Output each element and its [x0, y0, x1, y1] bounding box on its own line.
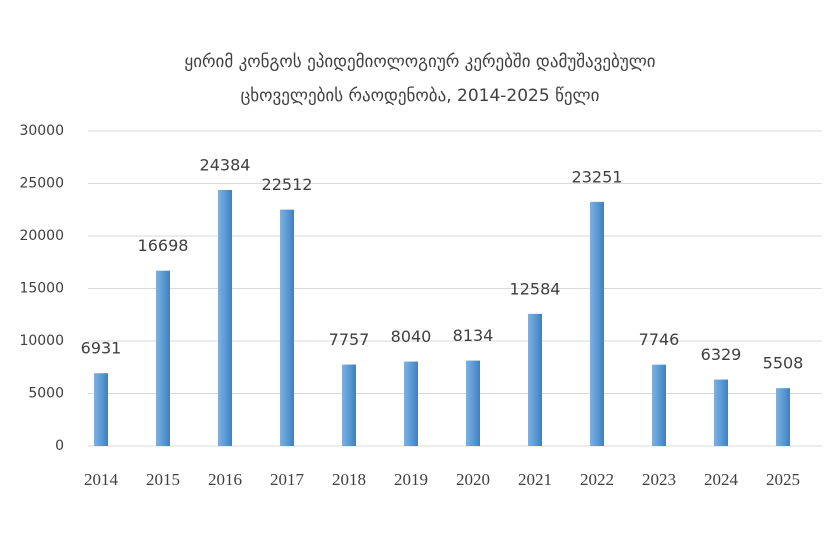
- value-label: 6329: [701, 345, 742, 364]
- bar: [156, 270, 170, 446]
- value-label: 12584: [510, 279, 561, 298]
- y-tick-label: 10000: [19, 333, 64, 349]
- value-label: 23251: [572, 167, 623, 186]
- bar: [528, 313, 542, 446]
- x-tick-label: 2022: [580, 470, 614, 489]
- x-tick-label: 2018: [332, 470, 366, 489]
- value-label: 6931: [81, 339, 122, 358]
- bar: [714, 379, 728, 446]
- y-tick-label: 25000: [19, 176, 64, 192]
- bar: [404, 361, 418, 446]
- bar: [652, 364, 666, 446]
- y-tick-label: 0: [55, 438, 64, 454]
- value-label: 16698: [138, 236, 189, 255]
- bar: [590, 201, 604, 446]
- value-label: 8134: [453, 326, 494, 345]
- x-tick-label: 2017: [270, 470, 305, 489]
- bar: [280, 209, 294, 446]
- value-label: 8040: [391, 327, 432, 346]
- value-label: 7746: [639, 330, 680, 349]
- y-tick-label: 15000: [19, 281, 64, 297]
- bar: [218, 189, 232, 446]
- x-tick-label: 2024: [704, 470, 739, 489]
- x-tick-label: 2019: [394, 470, 428, 489]
- bar: [776, 388, 790, 446]
- value-label: 7757: [329, 330, 370, 349]
- value-label: 5508: [763, 354, 804, 373]
- y-tick-label: 30000: [19, 123, 64, 139]
- x-tick-label: 2020: [456, 470, 490, 489]
- x-tick-label: 2016: [208, 470, 242, 489]
- chart-title: ცხოველების რაოდენობა, 2014-2025 წელი: [241, 86, 600, 106]
- y-tick-label: 20000: [19, 228, 64, 244]
- x-tick-label: 2015: [146, 470, 180, 489]
- x-tick-label: 2021: [518, 470, 552, 489]
- x-tick-label: 2023: [642, 470, 676, 489]
- value-label: 24384: [200, 155, 251, 174]
- bar: [342, 364, 356, 446]
- x-tick-label: 2014: [84, 470, 119, 489]
- chart-title: ყირიმ კონგოს ეპიდემიოლოგიურ კერებში დამუ…: [184, 52, 655, 72]
- value-label: 22512: [262, 175, 313, 194]
- bar: [94, 373, 108, 446]
- y-tick-label: 5000: [28, 386, 64, 402]
- x-tick-label: 2025: [766, 470, 800, 489]
- bar: [466, 360, 480, 446]
